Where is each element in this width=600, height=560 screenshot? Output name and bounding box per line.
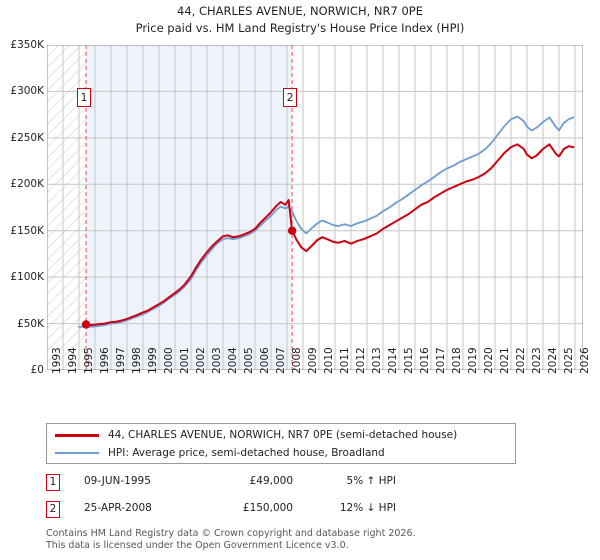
line-swatch-red-icon: [55, 433, 99, 437]
y-axis-tick-label: £50K: [17, 317, 44, 330]
y-axis-tick-label: £0: [30, 364, 44, 376]
ownership-shaded-band: [86, 45, 293, 370]
transaction-dots: [81, 226, 297, 329]
footer-attribution: Contains HM Land Registry data © Crown c…: [46, 528, 566, 551]
y-axis-tick-label: £350K: [10, 39, 44, 51]
chart-legend: 44, CHARLES AVENUE, NORWICH, NR7 0PE (se…: [46, 423, 516, 464]
no-data-hatched-region: [47, 45, 87, 370]
page-title: 44, CHARLES AVENUE, NORWICH, NR7 0PE: [177, 4, 423, 18]
chart-svg: [47, 45, 583, 370]
table-row: 2 25-APR-2008 £150,000 12% ↓ HPI: [46, 499, 446, 526]
chart-gridlines: [47, 45, 583, 370]
event-marker-lines: [85, 45, 293, 370]
legend-entry-hpi: HPI: Average price, semi-detached house,…: [55, 444, 385, 462]
transaction-price-1: £49,000: [249, 475, 293, 487]
y-axis-tick-label: £200K: [10, 178, 44, 191]
legend-label-price-paid: 44, CHARLES AVENUE, NORWICH, NR7 0PE (se…: [108, 429, 458, 441]
transaction-badge-2: 2: [46, 501, 60, 518]
transaction-badge-1: 1: [46, 474, 60, 491]
transaction-hpi-delta-1: 5% ↑ HPI: [346, 475, 396, 487]
table-row: 1 09-JUN-1995 £49,000 5% ↑ HPI: [46, 472, 446, 499]
legend-entry-price-paid: 44, CHARLES AVENUE, NORWICH, NR7 0PE (se…: [55, 426, 457, 444]
transaction-date-2: 25-APR-2008: [84, 502, 152, 514]
legend-label-hpi: HPI: Average price, semi-detached house,…: [108, 447, 385, 459]
transaction-price-2: £150,000: [242, 502, 293, 514]
footer-line-1: Contains HM Land Registry data © Crown c…: [46, 528, 416, 539]
page-subtitle: Price paid vs. HM Land Registry's House …: [135, 21, 465, 35]
price-paid-series-line: [85, 143, 575, 326]
transactions-table: 1 09-JUN-1995 £49,000 5% ↑ HPI 2 25-APR-…: [46, 472, 446, 526]
transaction-hpi-delta-2: 12% ↓ HPI: [339, 502, 396, 514]
line-swatch-blue-icon: [55, 452, 99, 454]
hpi-series-line: [78, 115, 575, 328]
chart-title-block: 44, CHARLES AVENUE, NORWICH, NR7 0PE Pri…: [0, 3, 600, 37]
footer-line-2: This data is licensed under the Open Gov…: [46, 539, 349, 551]
y-axis-tick-label: £150K: [10, 224, 44, 237]
y-axis-tick-label: £250K: [10, 131, 44, 144]
y-axis-tick-label: £300K: [10, 85, 44, 98]
y-axis-tick-label: £100K: [10, 271, 44, 284]
chart-plot-area: [47, 45, 583, 370]
transaction-date-1: 09-JUN-1995: [84, 475, 151, 487]
